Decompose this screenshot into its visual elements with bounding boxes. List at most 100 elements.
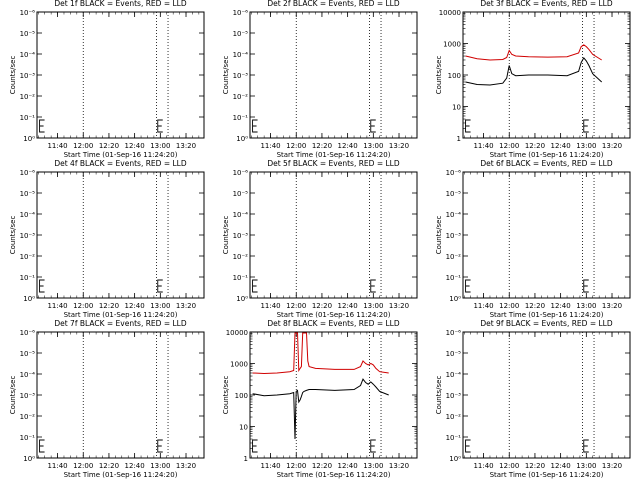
y-axis-label: Counts/sec (9, 376, 17, 415)
plot-frame (249, 171, 418, 299)
y-tick-label: 10⁻⁴ (20, 51, 36, 59)
plot-frame (36, 171, 205, 299)
x-tick-label: 11:40 (47, 142, 67, 150)
y-tick-label: 10 (239, 424, 248, 432)
y-tick-label: 10⁻⁴ (446, 211, 462, 219)
x-tick-label: 12:00 (73, 142, 93, 150)
x-tick-label: 12:20 (312, 142, 332, 150)
y-tick-label: 10 (452, 104, 461, 112)
x-tick-label: 12:00 (286, 142, 306, 150)
energy-marker-glyph (465, 279, 471, 293)
plot-frame (462, 171, 631, 299)
y-tick-label: 1000 (443, 41, 461, 49)
x-tick-label: 12:20 (312, 302, 332, 310)
x-tick-label: 13:20 (389, 302, 409, 310)
x-axis-label: Start Time (01-Sep-16 11:24:20) (64, 311, 178, 319)
energy-marker-glyph (39, 439, 45, 453)
energy-marker-glyph (252, 439, 258, 453)
x-tick-label: 13:00 (576, 142, 596, 150)
x-axis-label: Start Time (01-Sep-16 11:24:20) (490, 151, 604, 159)
y-tick-label: 10⁻² (20, 93, 36, 101)
x-tick-label: 13:20 (602, 462, 622, 470)
y-tick-label: 10⁻⁶ (233, 169, 249, 177)
x-tick-label: 13:00 (363, 302, 383, 310)
y-tick-label: 10⁻¹ (20, 434, 36, 442)
y-tick-label: 10⁰ (236, 295, 248, 303)
y-tick-label: 10⁻⁵ (233, 190, 249, 198)
y-axis-label: Counts/sec (9, 56, 17, 95)
x-axis-label: Start Time (01-Sep-16 11:24:20) (277, 311, 391, 319)
y-tick-label: 10⁰ (236, 135, 248, 143)
x-tick-label: 12:00 (286, 462, 306, 470)
x-axis-label: Start Time (01-Sep-16 11:24:20) (64, 471, 178, 479)
y-tick-label: 10⁻³ (20, 232, 36, 240)
y-tick-label: 10⁰ (23, 295, 35, 303)
x-tick-label: 13:00 (576, 462, 596, 470)
chart-panel-4: Det 4f BLACK = Events, RED = LLD 10⁰ 10⁻¹ 1… (9, 159, 205, 319)
y-tick-label: 10⁻⁶ (233, 9, 249, 17)
plot-frame (249, 11, 418, 139)
x-tick-label: 11:40 (260, 462, 280, 470)
x-tick-label: 13:00 (150, 142, 170, 150)
chart-panel-1: Det 1f BLACK = Events, RED = LLD 10⁰ 10⁻¹ 1… (9, 0, 205, 159)
x-tick-label: 13:00 (150, 302, 170, 310)
x-tick-label: 12:00 (499, 462, 519, 470)
x-axis-label: Start Time (01-Sep-16 11:24:20) (490, 311, 604, 319)
chart-title: Det 7f BLACK = Events, RED = LLD (54, 319, 187, 328)
y-tick-label: 10⁰ (449, 295, 461, 303)
x-tick-label: 12:00 (73, 302, 93, 310)
series-line-black (252, 378, 389, 440)
y-tick-label: 10⁻² (20, 413, 36, 421)
y-axis-label: Counts/sec (222, 376, 230, 415)
x-tick-label: 11:40 (473, 142, 493, 150)
x-axis-label: Start Time (01-Sep-16 11:24:20) (277, 151, 391, 159)
y-tick-label: 10⁻⁴ (446, 371, 462, 379)
y-tick-label: 10⁻⁵ (446, 350, 462, 358)
y-axis-label: Counts/sec (435, 216, 443, 255)
y-tick-label: 10⁰ (23, 455, 35, 463)
x-tick-label: 11:40 (47, 302, 67, 310)
y-tick-label: 10⁻⁶ (20, 9, 36, 17)
x-tick-label: 12:20 (99, 142, 119, 150)
y-tick-label: 10⁻³ (446, 392, 462, 400)
x-tick-label: 13:20 (176, 142, 196, 150)
energy-marker-glyph (583, 279, 589, 293)
chart-title: Det 4f BLACK = Events, RED = LLD (54, 159, 187, 168)
x-tick-label: 12:20 (99, 462, 119, 470)
y-tick-label: 10⁻¹ (446, 434, 462, 442)
series-line-red (252, 332, 389, 375)
chart-title: Det 2f BLACK = Events, RED = LLD (267, 0, 400, 8)
y-tick-label: 10⁻⁵ (233, 30, 249, 38)
x-tick-label: 13:00 (363, 462, 383, 470)
y-tick-label: 10⁻¹ (20, 274, 36, 282)
y-tick-label: 10⁻² (446, 253, 462, 261)
y-axis-label: Counts/sec (435, 56, 443, 95)
x-tick-label: 11:40 (260, 302, 280, 310)
chart-title: Det 3f BLACK = Events, RED = LLD (480, 0, 613, 8)
energy-marker-glyph (465, 439, 471, 453)
x-tick-label: 13:20 (389, 462, 409, 470)
y-tick-label: 10⁻⁶ (446, 169, 462, 177)
x-tick-label: 12:00 (499, 302, 519, 310)
y-tick-label: 10⁻³ (20, 72, 36, 80)
x-tick-label: 13:20 (176, 302, 196, 310)
energy-marker-glyph (39, 279, 45, 293)
chart-panel-9: Det 9f BLACK = Events, RED = LLD 10⁰ 10⁻¹ 1… (435, 319, 631, 479)
y-tick-label: 100 (235, 392, 248, 400)
chart-title: Det 5f BLACK = Events, RED = LLD (267, 159, 400, 168)
x-tick-label: 13:00 (576, 302, 596, 310)
x-tick-label: 13:20 (602, 142, 622, 150)
y-tick-label: 10⁻³ (20, 392, 36, 400)
energy-marker-glyph (370, 439, 376, 453)
chart-panel-6: Det 6f BLACK = Events, RED = LLD 10⁰ 10⁻¹ 1… (435, 159, 631, 319)
y-axis-label: Counts/sec (9, 216, 17, 255)
chart-panel-2: Det 2f BLACK = Events, RED = LLD 10⁰ 10⁻¹ 1… (222, 0, 418, 159)
y-tick-label: 10⁻² (233, 93, 249, 101)
y-tick-label: 10⁻¹ (446, 274, 462, 282)
y-tick-label: 10000 (439, 9, 461, 17)
energy-marker-glyph (583, 439, 589, 453)
energy-marker-glyph (157, 119, 163, 133)
x-tick-label: 12:40 (125, 302, 145, 310)
x-tick-label: 12:40 (338, 302, 358, 310)
y-tick-label: 10⁻⁴ (20, 211, 36, 219)
